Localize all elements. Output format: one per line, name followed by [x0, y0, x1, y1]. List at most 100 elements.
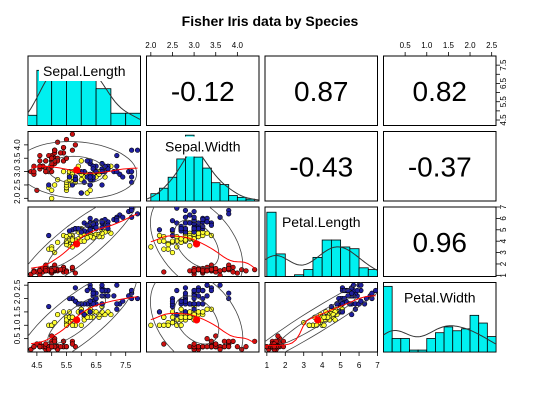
scatter-point	[191, 287, 197, 294]
scatter-point	[99, 182, 105, 188]
histogram-bar	[443, 326, 454, 352]
scatter-point	[195, 230, 202, 236]
histogram-bar	[228, 195, 238, 201]
histogram-bar	[452, 330, 462, 352]
scatter-point	[52, 147, 58, 153]
panel-frame	[383, 206, 497, 277]
panel-frame	[27, 282, 141, 353]
scatter-point	[78, 190, 84, 196]
histogram-bar	[275, 253, 286, 277]
scatter-point	[221, 338, 227, 344]
scatter-point	[69, 147, 76, 153]
tick-label: 1.0	[421, 41, 433, 50]
scatter-point	[81, 311, 87, 318]
scatter-point	[43, 168, 49, 175]
scatter-point	[31, 168, 37, 175]
scatter-point	[161, 269, 167, 275]
histogram-bar	[417, 349, 428, 352]
scatter-point	[306, 322, 312, 328]
scatter-point	[182, 290, 189, 296]
scatter-point	[217, 346, 223, 352]
panel-frame	[146, 55, 260, 126]
scatter-point	[66, 228, 73, 234]
scatter-point	[52, 182, 58, 188]
tick-label: 3.5	[13, 152, 22, 164]
scatter-point	[156, 232, 163, 239]
scatter-point	[161, 322, 167, 328]
density-curve	[146, 150, 259, 201]
scatter-point	[217, 282, 223, 288]
tick-label: 1.5	[443, 41, 455, 50]
scatter-point	[165, 322, 171, 328]
smoother-line	[30, 213, 138, 269]
scatter-point	[349, 311, 355, 318]
histogram-bar	[312, 256, 323, 277]
tick-label: 6	[499, 216, 508, 221]
correlation-ellipse	[47, 155, 107, 185]
scatter-point	[63, 136, 70, 143]
smoother-line	[30, 296, 138, 345]
scatter-point	[358, 298, 364, 304]
scatter-point	[187, 301, 193, 307]
tick-label: 2.5	[13, 279, 22, 291]
histogram-bar	[125, 112, 141, 126]
scatter-point	[60, 144, 67, 151]
tick-label: 7.5	[499, 59, 508, 71]
scatter-point	[87, 309, 93, 315]
scatter-point	[239, 267, 245, 273]
scatter-panel	[148, 207, 258, 277]
scatter-point	[105, 293, 111, 299]
scatter-point	[60, 309, 67, 315]
scatter-point	[161, 238, 167, 244]
scatter-point	[182, 214, 189, 220]
scatter-point	[49, 155, 55, 161]
tick-label: 2.5	[13, 179, 22, 191]
scatter-point	[191, 341, 197, 347]
variable-label: Petal.Width	[404, 290, 476, 306]
scatter-point	[49, 246, 55, 252]
scatter-point	[52, 338, 58, 344]
histogram-bar	[303, 269, 314, 277]
scatter-point	[31, 344, 37, 350]
scatter-point	[204, 219, 210, 225]
scatter-point	[191, 301, 197, 307]
scatter-point	[87, 215, 93, 221]
tick-label: 4	[320, 361, 325, 370]
histogram-bar	[193, 156, 204, 201]
scatter-point	[208, 287, 215, 294]
scatter-point	[46, 303, 52, 310]
scatter-point	[60, 168, 67, 175]
variable-label: Sepal.Length	[43, 63, 126, 79]
panel-frame	[27, 131, 141, 202]
center-point	[73, 240, 81, 248]
histogram-bar	[330, 239, 342, 277]
scatter-point	[204, 336, 210, 342]
scatter-point	[43, 341, 49, 347]
histogram-bar	[245, 198, 256, 201]
scatter-point	[31, 269, 37, 275]
scatter-point	[165, 241, 171, 248]
scatter-point	[204, 306, 210, 312]
scatter-point	[69, 341, 76, 347]
smoother-line	[266, 295, 376, 346]
histogram-bar	[202, 167, 212, 201]
scatter-point	[84, 235, 90, 241]
scatter-point	[57, 150, 64, 156]
panel-frame	[264, 55, 378, 126]
scatter-point	[230, 269, 236, 275]
tick-label: 0.5	[400, 41, 412, 50]
panel-frame	[146, 206, 260, 277]
histogram-bar	[486, 336, 496, 352]
scatter-point	[72, 285, 78, 291]
scatter-point	[96, 234, 102, 240]
tick-label: 3.5	[210, 41, 222, 50]
scatter-point	[114, 152, 120, 159]
scatter-point	[187, 212, 193, 218]
scatter-point	[208, 267, 215, 273]
tick-label: 6.5	[499, 77, 508, 89]
scatter-point	[195, 301, 202, 307]
variable-label: Sepal.Width	[165, 139, 240, 155]
scatter-point	[230, 264, 236, 270]
histogram-bar	[167, 176, 178, 201]
scatter-point	[187, 220, 193, 226]
